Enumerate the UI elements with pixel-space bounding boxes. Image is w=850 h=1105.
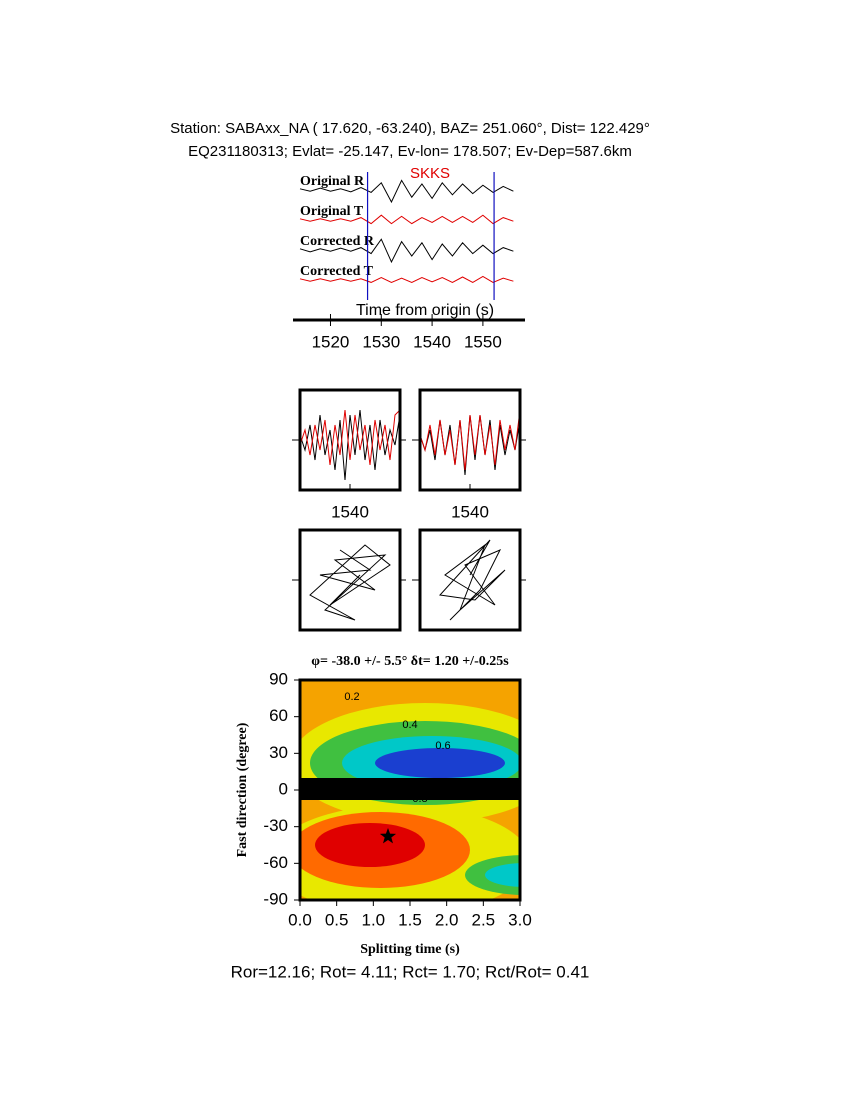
x-tick-label: 1520 bbox=[312, 332, 350, 351]
x-tick-label: 1540 bbox=[413, 332, 451, 351]
contour-label: 0.6 bbox=[435, 740, 450, 752]
y-tick-label: 90 bbox=[269, 669, 288, 688]
x-tick-label: 2.5 bbox=[472, 910, 496, 929]
trace bbox=[299, 238, 514, 264]
header-line: Station: SABAxx_NA ( 17.620, -63.240), B… bbox=[170, 120, 650, 137]
contour-label: 0.4 bbox=[402, 719, 417, 731]
particle-motion bbox=[309, 544, 391, 621]
panel-frame bbox=[298, 388, 402, 492]
contour-label: 0.8 bbox=[412, 793, 427, 805]
x-tick-label: 1540 bbox=[331, 502, 369, 521]
x-tick-label: 0.5 bbox=[325, 910, 349, 929]
trace-label: Original T bbox=[300, 204, 364, 219]
header-line: EQ231180313; Evlat= -25.147, Ev-lon= 178… bbox=[188, 143, 632, 160]
x-tick-label: 1.0 bbox=[362, 910, 386, 929]
x-tick-label: 0.0 bbox=[288, 910, 312, 929]
trace bbox=[419, 409, 521, 471]
y-tick-label: 0 bbox=[279, 779, 288, 798]
x-tick-label: 2.0 bbox=[435, 910, 459, 929]
x-tick-label: 1540 bbox=[451, 502, 489, 521]
y-tick-label: -60 bbox=[263, 853, 288, 872]
y-tick-label: 30 bbox=[269, 743, 288, 762]
phase-label: SKKS bbox=[410, 165, 450, 182]
x-tick-label: 1550 bbox=[464, 332, 502, 351]
trace-label: Corrected T bbox=[300, 264, 374, 279]
x-tick-label: 1530 bbox=[362, 332, 400, 351]
trace bbox=[299, 409, 401, 481]
panel-frame bbox=[418, 388, 522, 492]
misfit-field bbox=[300, 680, 520, 900]
trace bbox=[419, 414, 521, 476]
trace bbox=[299, 214, 514, 225]
y-tick-label: -90 bbox=[263, 889, 288, 908]
best-fit-star bbox=[379, 827, 397, 844]
y-axis-title: Fast direction (degree) bbox=[235, 722, 250, 857]
trace bbox=[299, 409, 401, 466]
contour-label: 0.2 bbox=[344, 691, 359, 703]
y-tick-label: 60 bbox=[269, 706, 288, 725]
trace bbox=[299, 275, 514, 283]
x-axis-label: Time from origin (s) bbox=[356, 302, 494, 319]
x-axis-title: Splitting time (s) bbox=[360, 942, 460, 957]
y-tick-label: -30 bbox=[263, 816, 288, 835]
trace-label: Corrected R bbox=[300, 234, 375, 249]
panel-frame bbox=[298, 528, 402, 632]
footer: Ror=12.16; Rot= 4.11; Rct= 1.70; Rct/Rot… bbox=[231, 962, 590, 981]
x-tick-label: 3.0 bbox=[508, 910, 532, 929]
trace-label: Original R bbox=[300, 174, 365, 189]
trace bbox=[299, 179, 514, 204]
particle-motion bbox=[438, 539, 506, 621]
x-tick-label: 1.5 bbox=[398, 910, 422, 929]
plot-title: φ= -38.0 +/- 5.5° δt= 1.20 +/-0.25s bbox=[311, 654, 509, 669]
panel-frame bbox=[418, 528, 522, 632]
